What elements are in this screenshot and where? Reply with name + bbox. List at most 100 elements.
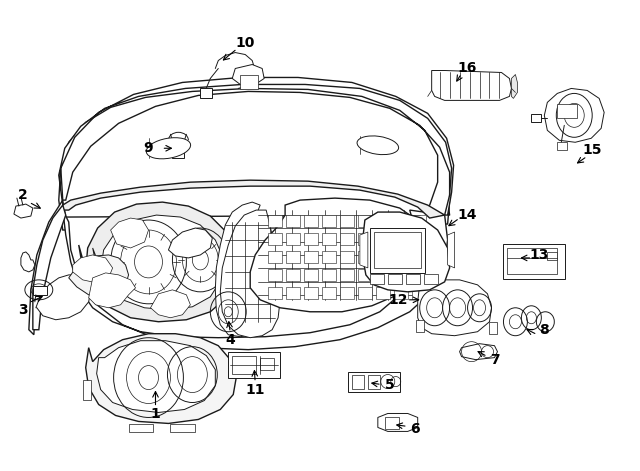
- Bar: [268, 215, 282, 227]
- Polygon shape: [460, 344, 497, 360]
- Bar: [340, 215, 354, 227]
- Bar: [376, 287, 390, 299]
- Bar: [286, 287, 300, 299]
- Bar: [490, 322, 497, 334]
- Bar: [83, 380, 91, 399]
- Bar: [370, 228, 425, 273]
- Bar: [412, 233, 426, 245]
- Bar: [358, 251, 372, 263]
- Bar: [368, 374, 380, 389]
- Polygon shape: [111, 218, 148, 248]
- Polygon shape: [59, 77, 454, 230]
- Text: 14: 14: [458, 208, 477, 222]
- Polygon shape: [511, 74, 517, 98]
- Polygon shape: [14, 204, 33, 218]
- Bar: [228, 352, 280, 378]
- Bar: [340, 269, 354, 281]
- Bar: [358, 269, 372, 281]
- Bar: [304, 215, 318, 227]
- Bar: [340, 233, 354, 245]
- Bar: [268, 269, 282, 281]
- Polygon shape: [431, 71, 511, 100]
- Polygon shape: [93, 215, 223, 310]
- Bar: [508, 248, 557, 274]
- Bar: [388, 274, 402, 284]
- Bar: [406, 274, 420, 284]
- Polygon shape: [447, 232, 454, 268]
- Bar: [322, 251, 336, 263]
- Bar: [394, 251, 408, 263]
- Bar: [33, 286, 47, 295]
- Bar: [240, 75, 258, 89]
- Bar: [172, 140, 184, 158]
- Text: 2: 2: [18, 188, 28, 202]
- Bar: [304, 233, 318, 245]
- Polygon shape: [250, 198, 428, 312]
- Text: 13: 13: [530, 248, 549, 262]
- Bar: [416, 320, 424, 332]
- Polygon shape: [232, 65, 264, 84]
- Text: 9: 9: [144, 141, 154, 155]
- Bar: [376, 215, 390, 227]
- Bar: [394, 269, 408, 281]
- Polygon shape: [220, 210, 280, 338]
- Bar: [376, 233, 390, 245]
- Bar: [412, 287, 426, 299]
- Bar: [394, 287, 408, 299]
- Polygon shape: [418, 280, 492, 336]
- Bar: [376, 269, 390, 281]
- Bar: [268, 233, 282, 245]
- Polygon shape: [29, 200, 63, 335]
- Bar: [547, 252, 557, 260]
- Polygon shape: [63, 180, 445, 218]
- Bar: [304, 287, 318, 299]
- Bar: [200, 89, 212, 98]
- Bar: [376, 251, 390, 263]
- Text: 12: 12: [388, 293, 408, 307]
- Bar: [129, 424, 154, 432]
- Bar: [322, 287, 336, 299]
- Polygon shape: [168, 228, 212, 258]
- Polygon shape: [33, 205, 66, 330]
- Polygon shape: [61, 89, 450, 224]
- Bar: [304, 251, 318, 263]
- Bar: [170, 424, 195, 432]
- Text: 8: 8: [540, 323, 549, 337]
- Ellipse shape: [147, 138, 191, 159]
- Bar: [374, 232, 420, 268]
- Bar: [260, 357, 274, 370]
- Bar: [232, 356, 256, 374]
- Text: 3: 3: [18, 303, 28, 317]
- Bar: [424, 274, 438, 284]
- Bar: [370, 274, 384, 284]
- Text: 6: 6: [410, 422, 420, 437]
- Polygon shape: [360, 232, 368, 268]
- Bar: [322, 269, 336, 281]
- Polygon shape: [363, 212, 450, 292]
- Bar: [352, 374, 364, 389]
- Bar: [394, 233, 408, 245]
- Polygon shape: [21, 252, 35, 272]
- Polygon shape: [89, 273, 136, 308]
- Bar: [286, 251, 300, 263]
- Bar: [412, 215, 426, 227]
- Bar: [268, 287, 282, 299]
- Bar: [531, 114, 541, 122]
- Bar: [412, 269, 426, 281]
- Bar: [286, 215, 300, 227]
- Bar: [348, 372, 400, 391]
- Bar: [322, 215, 336, 227]
- Bar: [340, 251, 354, 263]
- Bar: [268, 251, 282, 263]
- Bar: [322, 233, 336, 245]
- Bar: [286, 269, 300, 281]
- Text: 5: 5: [385, 378, 395, 391]
- Bar: [286, 233, 300, 245]
- Text: 16: 16: [458, 62, 477, 75]
- Polygon shape: [545, 89, 604, 142]
- Bar: [557, 105, 577, 118]
- Polygon shape: [79, 202, 236, 322]
- Polygon shape: [378, 414, 418, 431]
- Polygon shape: [215, 202, 270, 337]
- Bar: [394, 215, 408, 227]
